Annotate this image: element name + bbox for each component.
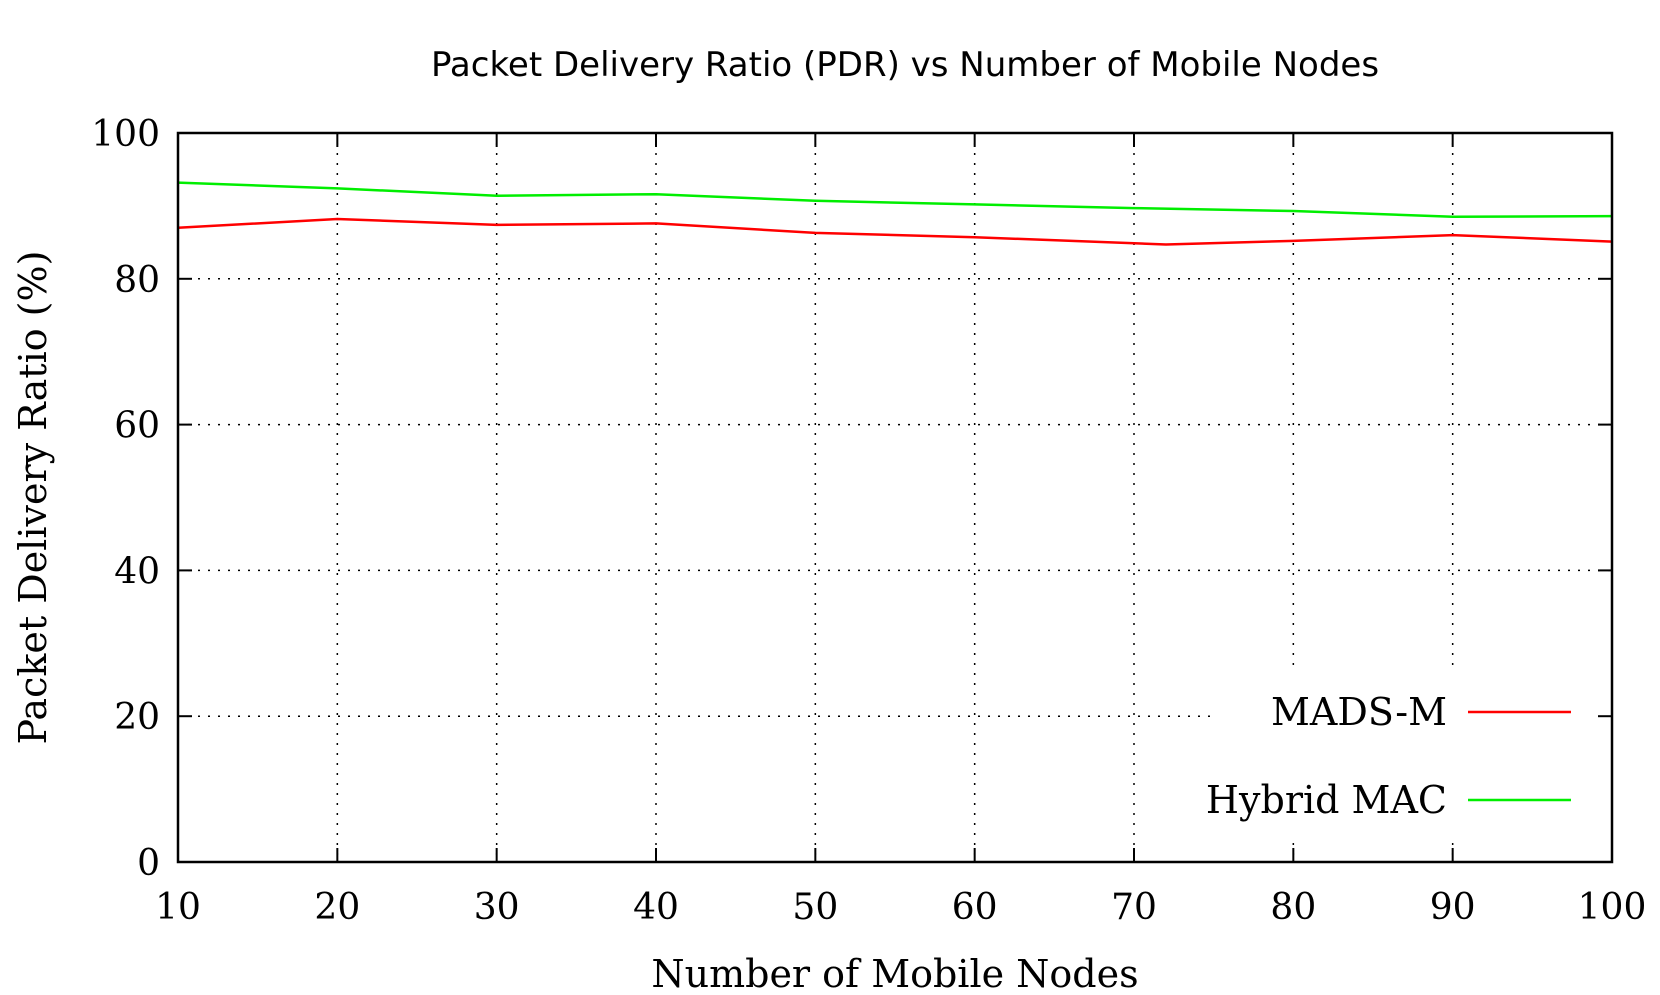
x-tick-label-30: 30 — [474, 887, 520, 928]
chart-title: Packet Delivery Ratio (PDR) vs Number of… — [431, 45, 1379, 85]
series-line-hybrid-mac — [177, 181, 1613, 219]
y-tick-label-0: 0 — [137, 843, 160, 884]
y-tick-label-100: 100 — [91, 114, 160, 155]
y-tick-label-60: 60 — [114, 406, 160, 447]
x-tick-label-70: 70 — [1111, 887, 1157, 928]
x-tick-label-80: 80 — [1270, 887, 1316, 928]
y-tick-label-20: 20 — [114, 697, 160, 738]
x-axis-label: Number of Mobile Nodes — [651, 952, 1138, 995]
tick-labels: 10 20 30 40 50 60 70 80 90 100 0 20 40 60 80 100 — [91, 114, 1646, 928]
legend-background — [1218, 668, 1598, 843]
plot-frame — [176, 131, 1614, 864]
x-tick-label-60: 60 — [952, 887, 998, 928]
x-tick-label-90: 90 — [1430, 887, 1476, 928]
x-tick-label-10: 10 — [155, 887, 201, 928]
y-axis-label: Packet Delivery Ratio (%) — [11, 251, 55, 745]
x-tick-label-100: 100 — [1578, 887, 1647, 928]
x-tick-label-50: 50 — [792, 887, 838, 928]
y-tick-label-80: 80 — [114, 260, 160, 301]
y-tick-label-40: 40 — [114, 551, 160, 592]
legend-label-hybrid-mac: Hybrid MAC — [1206, 778, 1447, 822]
tick-marks — [177, 132, 1613, 863]
legend-label-mads-m: MADS-M — [1271, 690, 1447, 734]
x-tick-label-20: 20 — [314, 887, 360, 928]
series-line-mads-m — [177, 217, 1613, 246]
series-lines — [177, 181, 1613, 246]
grid-lines — [178, 133, 1612, 862]
x-tick-label-40: 40 — [633, 887, 679, 928]
legend: MADS-M Hybrid MAC — [1206, 668, 1598, 843]
